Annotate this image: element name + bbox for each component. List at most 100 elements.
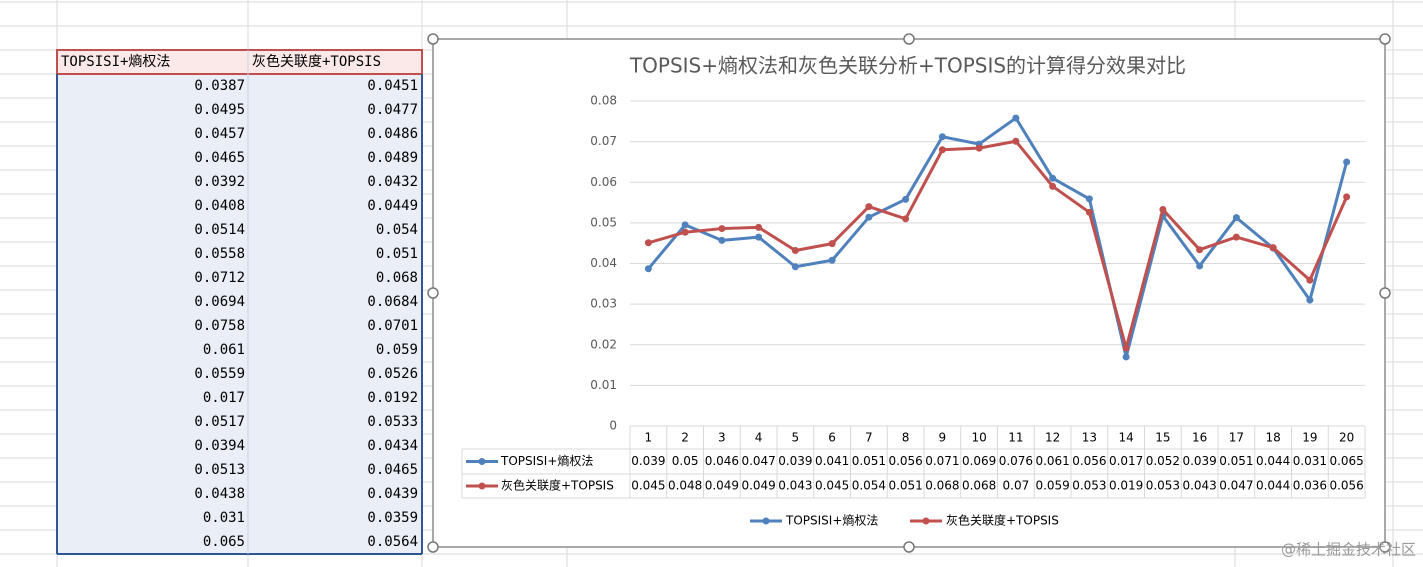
data-cell: 0.017 xyxy=(203,390,245,406)
point xyxy=(1085,195,1093,203)
data-cell: 0.0712 xyxy=(194,270,245,286)
data-label: 0.07 xyxy=(1003,479,1030,493)
data-cell: 0.068 xyxy=(376,270,418,286)
data-cell: 0.051 xyxy=(376,246,418,262)
x-tick-label: 12 xyxy=(1045,431,1060,445)
x-tick-label: 1 xyxy=(645,431,653,445)
data-cell: 0.031 xyxy=(203,510,245,526)
handle[interactable] xyxy=(427,33,439,45)
data-label: 0.043 xyxy=(1182,479,1216,493)
point xyxy=(828,240,836,248)
point xyxy=(865,203,873,211)
data-cell: 0.0439 xyxy=(367,486,418,502)
point xyxy=(791,263,799,271)
point xyxy=(681,221,689,229)
data-label: 0.056 xyxy=(888,454,922,468)
point xyxy=(1159,205,1167,213)
data-label: 0.047 xyxy=(741,454,775,468)
chart-frame[interactable] xyxy=(432,38,1386,548)
data-cell: 0.0465 xyxy=(194,150,245,166)
y-tick-label: 0.03 xyxy=(590,297,617,311)
data-label: 0.046 xyxy=(705,454,739,468)
data-cell: 0.054 xyxy=(376,222,418,238)
legend-key xyxy=(478,458,486,465)
handle[interactable] xyxy=(903,33,915,45)
data-label: 0.049 xyxy=(705,479,739,493)
point xyxy=(938,133,946,141)
point xyxy=(1269,244,1277,252)
point xyxy=(938,146,946,154)
y-tick-label: 0 xyxy=(609,419,617,433)
x-tick-label: 13 xyxy=(1082,431,1097,445)
point xyxy=(791,247,799,254)
handle[interactable] xyxy=(427,287,439,299)
y-tick-label: 0.01 xyxy=(590,378,617,392)
data-cell: 0.0192 xyxy=(367,390,418,406)
data-cell: 0.061 xyxy=(203,342,245,358)
point xyxy=(1122,353,1130,361)
point xyxy=(1049,174,1057,182)
chart: 00.010.020.030.040.050.060.070.081 2 3 4 5 6 7… xyxy=(461,94,1366,528)
x-tick-label: 18 xyxy=(1265,431,1280,445)
point xyxy=(975,144,983,152)
point xyxy=(1085,208,1093,216)
point xyxy=(1343,193,1351,201)
data-label: 0.061 xyxy=(1035,454,1069,468)
point xyxy=(755,223,763,231)
data-label: 0.045 xyxy=(631,479,665,493)
data-label: 0.039 xyxy=(631,454,665,468)
data-cell: 0.059 xyxy=(376,342,418,358)
series-line xyxy=(647,116,1349,359)
data-label: 0.056 xyxy=(1072,454,1106,468)
data-cell: 0.0477 xyxy=(367,102,418,118)
data-label: 0.049 xyxy=(741,479,775,493)
data-cell: 0.0394 xyxy=(194,438,245,454)
data-cell: 0.0457 xyxy=(194,126,245,142)
x-tick-label: 19 xyxy=(1302,431,1317,445)
point xyxy=(1196,246,1204,254)
data-cell: 0.0465 xyxy=(367,462,418,478)
data-cell: 0.0486 xyxy=(367,126,418,142)
handle[interactable] xyxy=(1379,287,1391,299)
header-cell: TOPSISI+熵权法 xyxy=(61,54,170,70)
y-tick-label: 0.02 xyxy=(590,337,617,351)
x-tick-label: 10 xyxy=(971,431,986,445)
legend-label: TOPSISI+熵权法 xyxy=(785,513,878,528)
data-label: 0.069 xyxy=(962,454,996,468)
data-cell: 0.0559 xyxy=(194,366,245,382)
series-line xyxy=(647,139,1349,350)
handle[interactable] xyxy=(903,541,915,553)
data-cell: 0.0449 xyxy=(367,198,418,214)
handle[interactable] xyxy=(427,541,439,553)
data-label: 0.051 xyxy=(852,454,886,468)
x-tick-label: 5 xyxy=(792,431,800,445)
point xyxy=(902,215,910,223)
data-cell: 0.0434 xyxy=(367,438,418,454)
data-cell: 0.0495 xyxy=(194,102,245,118)
selected-range xyxy=(57,74,422,554)
data-cell: 0.065 xyxy=(203,534,245,550)
table-row-label: TOPSISI+熵权法 xyxy=(500,453,593,468)
data-label: 0.056 xyxy=(1329,479,1363,493)
point xyxy=(1232,214,1240,222)
data-cell: 0.0438 xyxy=(194,486,245,502)
x-tick-label: 6 xyxy=(828,431,836,445)
y-tick-label: 0.08 xyxy=(590,94,617,108)
data-cell: 0.0684 xyxy=(367,294,418,310)
point xyxy=(1012,114,1020,122)
x-tick-label: 16 xyxy=(1192,431,1207,445)
point xyxy=(828,256,836,264)
data-cell: 0.0526 xyxy=(367,366,418,382)
table-row-label: 灰色关联度+TOPSIS xyxy=(501,478,614,493)
header-range xyxy=(56,49,423,75)
data-label: 0.054 xyxy=(852,479,886,493)
x-tick-label: 7 xyxy=(865,431,873,445)
x-tick-label: 14 xyxy=(1118,431,1133,445)
point xyxy=(1306,276,1314,284)
x-tick-label: 17 xyxy=(1229,431,1244,445)
cells: TOPSISI+熵权法 灰色关联度+TOPSIS 0.0387 0.0451 0.049… xyxy=(61,50,418,554)
data-cell: 0.0694 xyxy=(194,294,245,310)
handle[interactable] xyxy=(1379,541,1391,553)
x-tick-label: 4 xyxy=(755,431,763,445)
handle[interactable] xyxy=(1379,33,1391,45)
